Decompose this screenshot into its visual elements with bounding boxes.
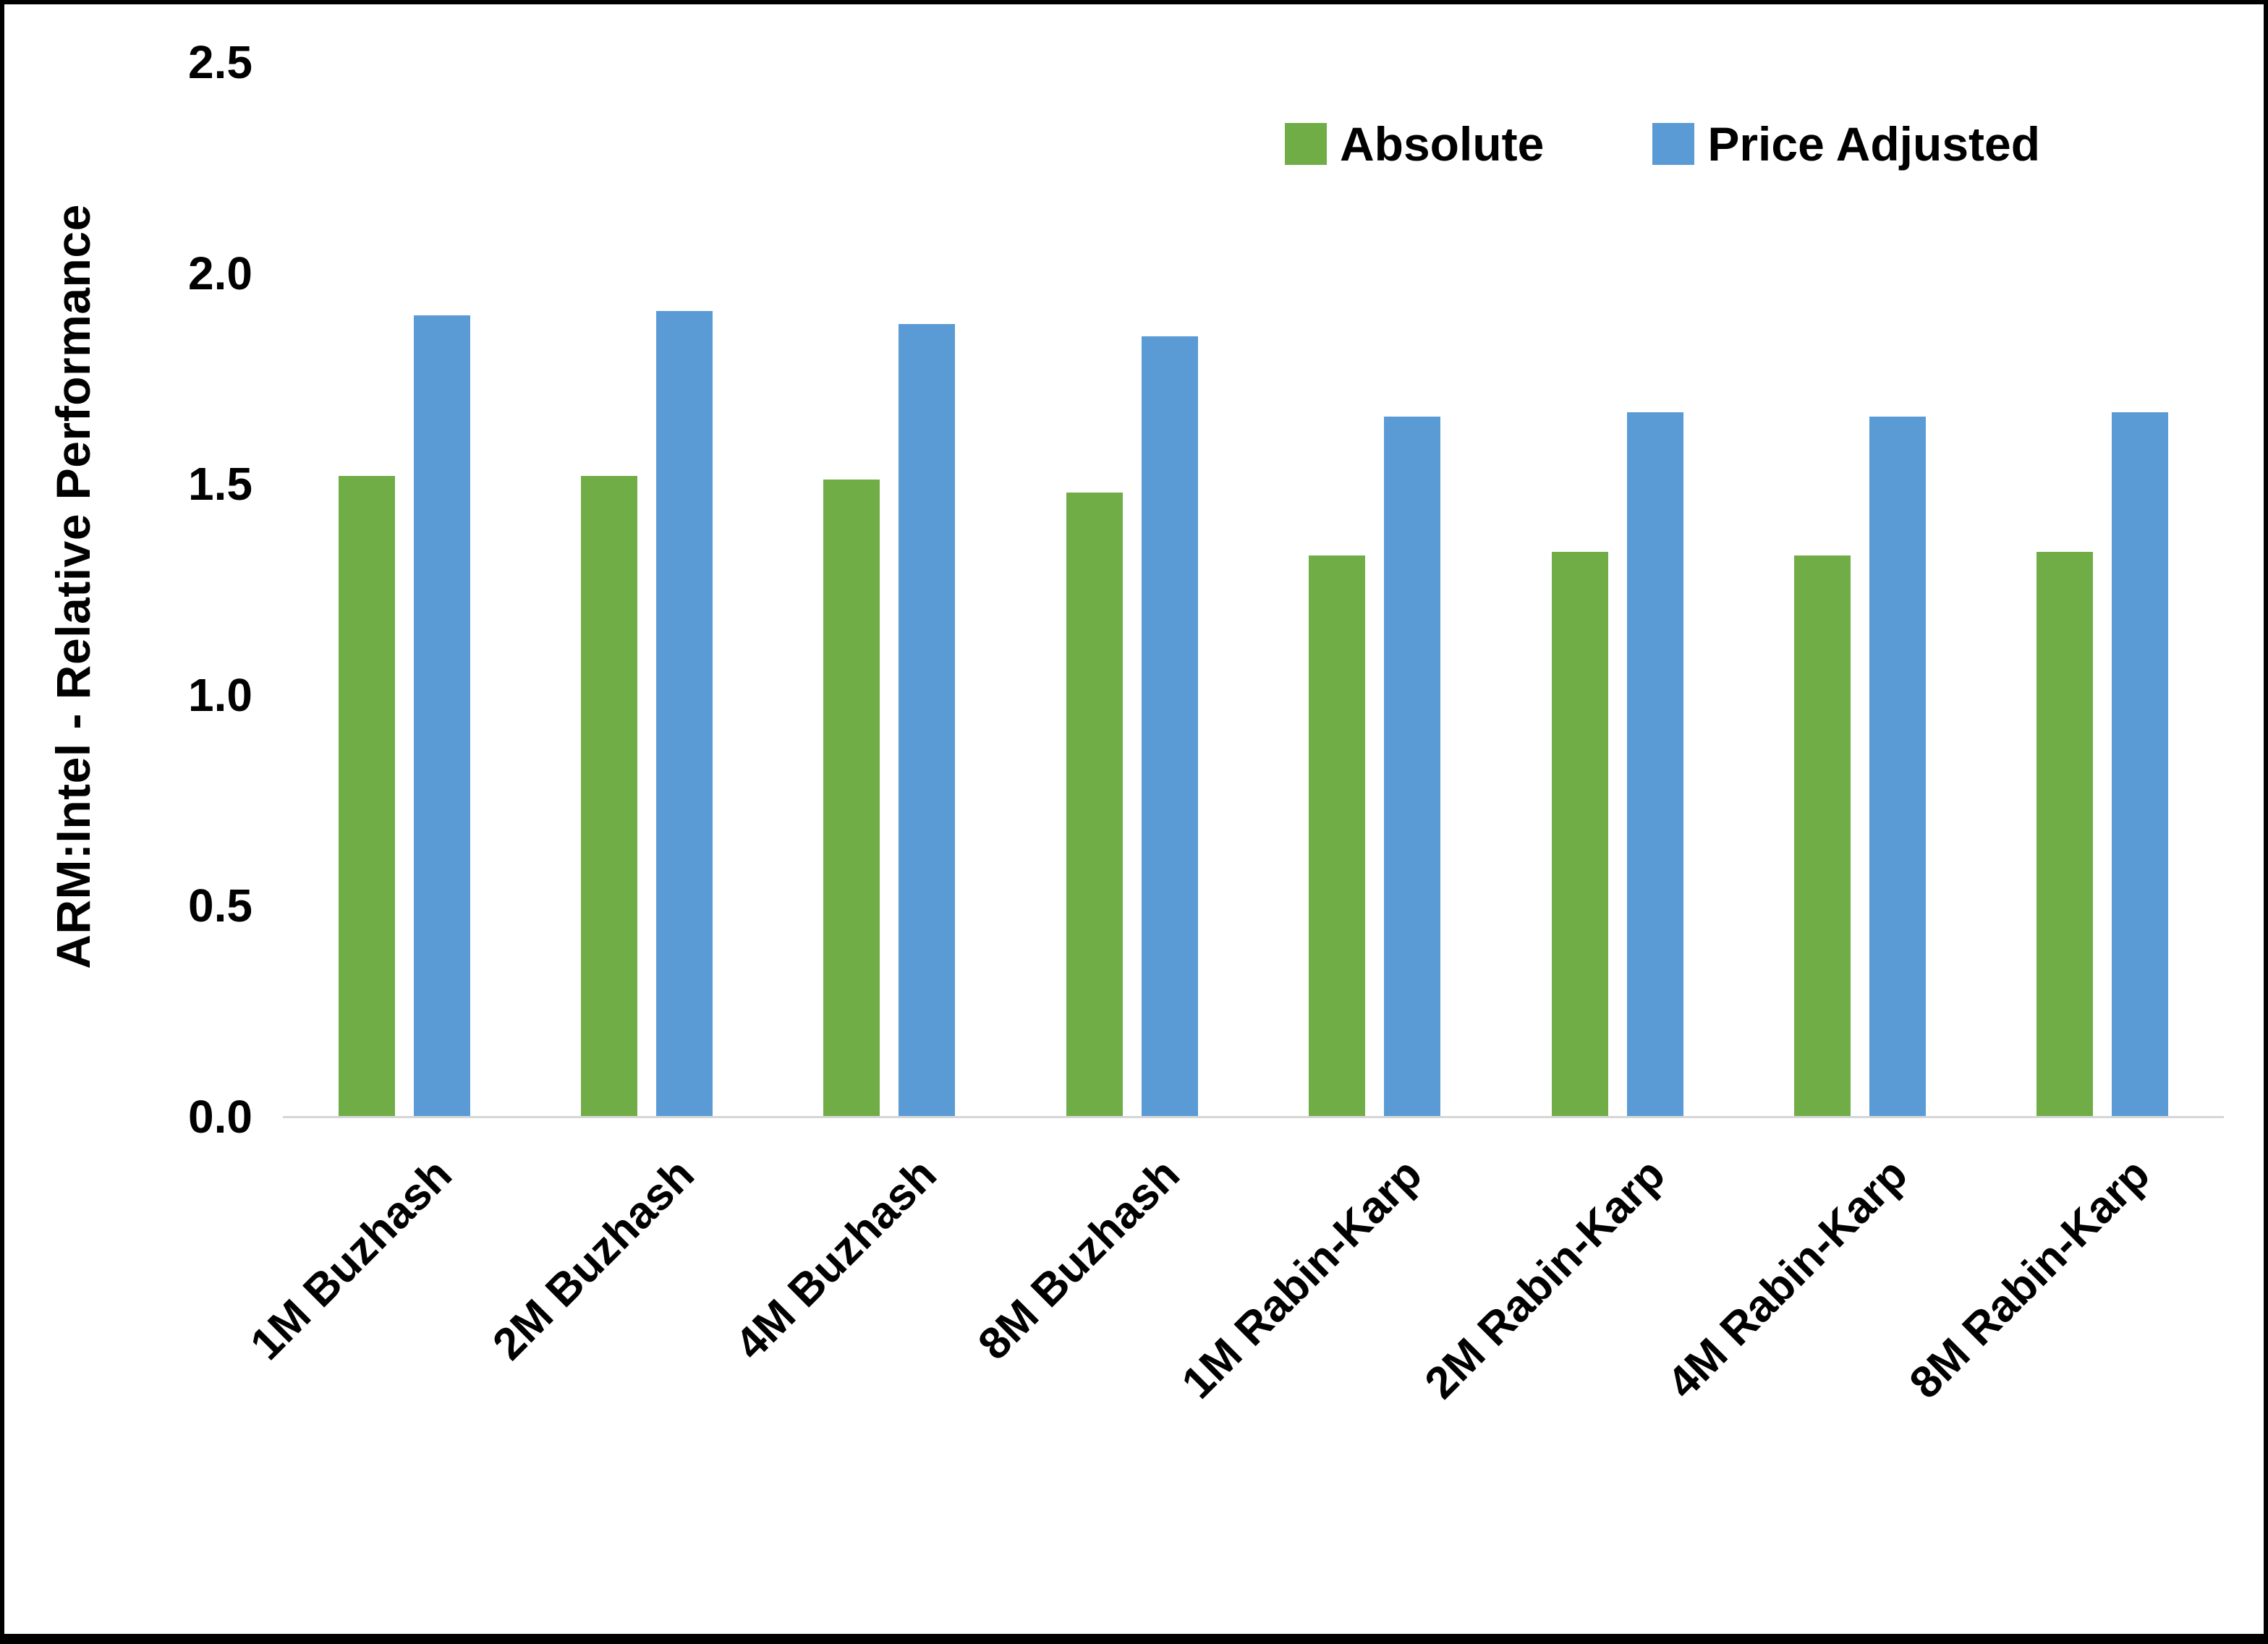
bar-absolute <box>339 475 395 1116</box>
legend-label: Absolute <box>1340 117 1545 171</box>
y-tick-label: 1.0 <box>188 668 252 721</box>
bar-price-adjusted <box>1627 412 1683 1116</box>
y-tick-label: 1.5 <box>188 458 252 511</box>
bar-price-adjusted <box>414 315 470 1116</box>
bar-price-adjusted <box>899 323 955 1116</box>
bar-absolute <box>581 475 637 1116</box>
bar-price-adjusted <box>2112 412 2168 1116</box>
legend-swatch-icon <box>1652 123 1695 165</box>
bar-price-adjusted <box>1869 416 1926 1116</box>
y-axis-title: ARM:Intel - Relative Performance <box>46 204 100 969</box>
bar-price-adjusted <box>656 311 713 1116</box>
bar-absolute <box>2036 551 2093 1116</box>
bar-absolute <box>1794 555 1851 1116</box>
x-axis-line <box>283 1116 2224 1118</box>
bar-price-adjusted <box>1142 336 1198 1116</box>
y-tick-label: 0.5 <box>188 880 252 932</box>
legend-item-price-adjusted: Price Adjusted <box>1652 116 2040 171</box>
chart-legend: Absolute Price Adjusted <box>1285 116 2040 171</box>
y-tick-label: 2.0 <box>188 247 252 299</box>
y-tick-label: 0.0 <box>188 1091 252 1143</box>
legend-swatch-icon <box>1285 123 1327 165</box>
y-tick-label: 2.5 <box>188 36 252 88</box>
bar-price-adjusted <box>1384 416 1440 1116</box>
bar-absolute <box>823 480 880 1116</box>
legend-label: Price Adjusted <box>1707 117 2041 171</box>
bar-absolute <box>1066 492 1123 1116</box>
bar-absolute <box>1552 551 1608 1116</box>
legend-item-absolute: Absolute <box>1285 116 1544 171</box>
bar-absolute <box>1309 555 1365 1116</box>
